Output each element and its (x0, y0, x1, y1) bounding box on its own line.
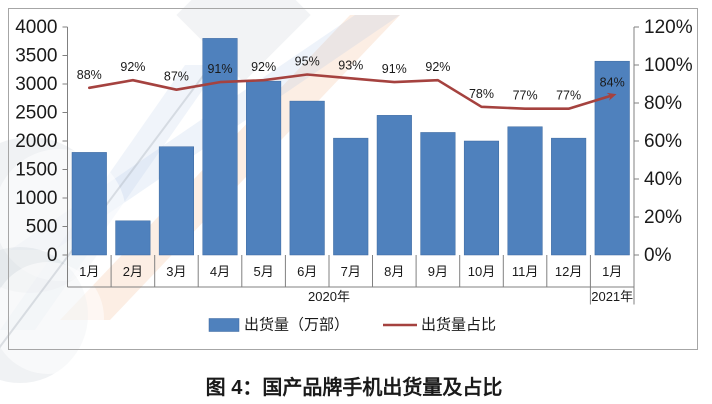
svg-text:3500: 3500 (15, 46, 57, 67)
svg-text:7月: 7月 (341, 264, 361, 279)
svg-text:91%: 91% (382, 62, 407, 76)
svg-text:500: 500 (26, 217, 58, 238)
svg-text:92%: 92% (425, 60, 450, 74)
svg-text:40%: 40% (644, 169, 682, 190)
svg-text:8月: 8月 (384, 264, 404, 279)
svg-text:4000: 4000 (15, 17, 57, 38)
svg-text:2月: 2月 (123, 264, 143, 279)
svg-text:0: 0 (47, 245, 58, 266)
svg-text:1月: 1月 (602, 264, 622, 279)
svg-text:20%: 20% (644, 207, 682, 228)
svg-text:2021年: 2021年 (591, 289, 633, 304)
svg-text:60%: 60% (644, 131, 682, 152)
svg-text:91%: 91% (207, 62, 232, 76)
svg-text:3月: 3月 (166, 264, 186, 279)
svg-text:6月: 6月 (297, 264, 317, 279)
svg-text:图 4：国产品牌手机出货量及占比: 图 4：国产品牌手机出货量及占比 (206, 375, 503, 399)
svg-text:92%: 92% (120, 60, 145, 74)
svg-text:2500: 2500 (15, 103, 57, 124)
svg-text:1500: 1500 (15, 160, 57, 181)
svg-text:92%: 92% (251, 60, 276, 74)
svg-text:87%: 87% (164, 70, 189, 84)
svg-text:4月: 4月 (210, 264, 230, 279)
svg-text:出货量占比: 出货量占比 (421, 317, 496, 334)
svg-text:2000: 2000 (15, 131, 57, 152)
svg-text:95%: 95% (295, 55, 320, 69)
svg-text:93%: 93% (338, 58, 363, 72)
svg-text:10月: 10月 (468, 264, 495, 279)
svg-text:78%: 78% (469, 87, 494, 101)
svg-text:出货量（万部）: 出货量（万部） (244, 317, 349, 334)
svg-text:11月: 11月 (512, 264, 539, 279)
svg-text:12月: 12月 (555, 264, 582, 279)
svg-text:80%: 80% (644, 93, 682, 114)
svg-text:1000: 1000 (15, 188, 57, 209)
svg-text:120%: 120% (644, 17, 693, 38)
svg-text:77%: 77% (513, 89, 538, 103)
svg-text:0%: 0% (644, 245, 672, 266)
svg-text:9月: 9月 (428, 264, 448, 279)
svg-text:3000: 3000 (15, 74, 57, 95)
svg-text:84%: 84% (600, 75, 625, 89)
svg-text:2020年: 2020年 (308, 289, 350, 304)
svg-text:88%: 88% (77, 68, 102, 82)
svg-text:5月: 5月 (253, 264, 273, 279)
svg-text:1月: 1月 (79, 264, 99, 279)
svg-text:77%: 77% (556, 89, 581, 103)
svg-text:100%: 100% (644, 55, 693, 76)
